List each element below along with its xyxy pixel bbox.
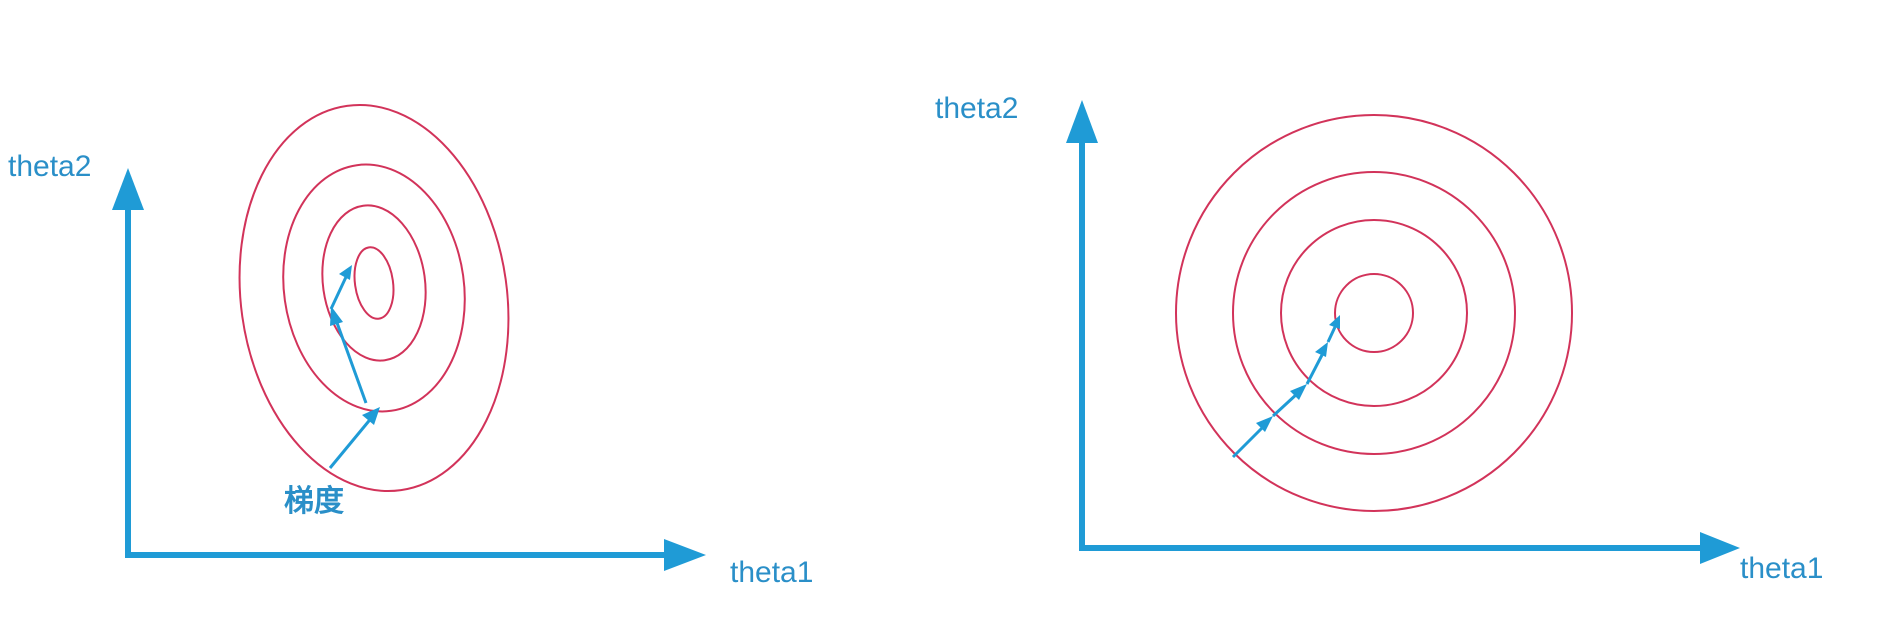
left-x-axis-arrowhead [664, 539, 706, 571]
right-contours [1175, 114, 1573, 512]
right-gradient-step-2-head [1290, 384, 1307, 400]
left-gradient-step-3-head [339, 265, 352, 280]
left-gradient-step-3 [329, 276, 348, 310]
right-gradient-step-3-head [1315, 342, 1328, 357]
left-contour-2 [321, 204, 427, 362]
right-gradient-step-1 [1231, 423, 1267, 459]
left-contour-4 [238, 103, 510, 493]
left-axes [112, 168, 706, 571]
right-contour-3 [1232, 171, 1516, 455]
right-gradient-step-4 [1326, 326, 1337, 343]
left-gradient-step-1-head [362, 407, 380, 425]
right-contour-2 [1280, 219, 1468, 407]
right-x-axis-label: theta1 [1740, 552, 1823, 585]
left-gradient-step-2 [334, 319, 368, 404]
left-x-axis-label: theta1 [730, 556, 813, 589]
right-y-axis-arrowhead [1066, 100, 1098, 143]
left-gradient-path [328, 265, 380, 469]
left-panel: theta2 theta1 梯度 [8, 103, 813, 589]
right-gradient-step-4-head [1329, 315, 1340, 329]
right-panel: theta2 theta1 [935, 92, 1823, 585]
left-contour-3 [282, 163, 466, 413]
left-gradient-step-2-head [330, 306, 343, 326]
right-contour-1 [1334, 273, 1414, 353]
right-gradient-path [1231, 315, 1340, 459]
left-y-axis-label: theta2 [8, 150, 91, 183]
right-x-axis-arrowhead [1700, 532, 1740, 564]
left-contour-1 [353, 246, 395, 320]
gradient-label: 梯度 [284, 484, 344, 519]
right-y-axis-label: theta2 [935, 92, 1018, 125]
right-gradient-step-3 [1305, 354, 1324, 385]
right-axes [1066, 100, 1740, 564]
left-y-axis-arrowhead [112, 168, 144, 210]
left-contours [238, 103, 510, 493]
left-gradient-step-1 [328, 415, 375, 469]
right-gradient-step-2 [1271, 391, 1300, 418]
right-gradient-step-1-head [1256, 416, 1273, 432]
right-contour-4 [1175, 114, 1573, 512]
